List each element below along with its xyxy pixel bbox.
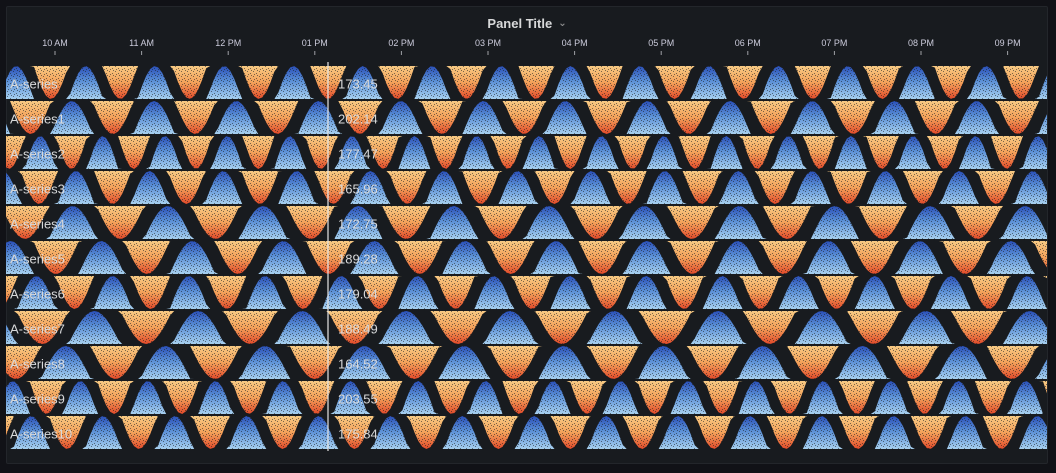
series-value: 165.96	[338, 182, 378, 197]
series-label: A-series8	[10, 357, 65, 372]
series-negative-texture	[6, 101, 1047, 134]
series-negative-texture	[6, 381, 1047, 414]
series-positive-texture	[6, 206, 1047, 239]
series-positive-texture	[6, 381, 1047, 414]
series-label: A-series10	[10, 427, 72, 442]
series-value: 202.14	[338, 112, 378, 127]
series-value: 172.75	[338, 217, 378, 232]
series-row[interactable]: A-series5 189.28	[6, 241, 1047, 274]
series-label: A-series6	[10, 287, 65, 302]
series-row[interactable]: A-series4 172.75	[6, 206, 1047, 239]
panel-header: Panel Title ⌄	[7, 11, 1047, 35]
series-positive-texture	[6, 276, 1047, 309]
series-value: 179.04	[338, 287, 378, 302]
series-negative-texture	[6, 276, 1047, 309]
series-negative-texture	[6, 346, 1047, 379]
series-row[interactable]: A-series3 165.96	[6, 171, 1047, 204]
series-negative-texture	[6, 136, 1047, 169]
series-label: A-series7	[10, 322, 65, 337]
series-row[interactable]: A-series8 164.52	[6, 346, 1047, 379]
x-tick-label: 09 PM	[995, 38, 1021, 48]
x-tick-label: 07 PM	[821, 38, 847, 48]
x-tick-label: 06 PM	[735, 38, 761, 48]
series-row[interactable]: A-series 173.45	[6, 66, 1047, 99]
x-tick-label: 02 PM	[388, 38, 414, 48]
series-negative-texture	[6, 416, 1047, 449]
series-negative-texture	[6, 241, 1047, 274]
series-positive-texture	[6, 66, 1047, 99]
series-label: A-series3	[10, 182, 65, 197]
series-positive-texture	[6, 171, 1047, 204]
series-label: A-series2	[10, 147, 65, 162]
x-tick-label: 11 AM	[129, 38, 154, 48]
series-positive-texture	[6, 136, 1047, 169]
series-value: 203.55	[338, 392, 378, 407]
series-row[interactable]: A-series2 177.47	[6, 136, 1047, 169]
x-tick-label: 05 PM	[648, 38, 674, 48]
series-negative-texture	[6, 311, 1047, 344]
series-positive-texture	[6, 416, 1047, 449]
series-negative-texture	[6, 66, 1047, 99]
x-tick-label: 12 PM	[215, 38, 241, 48]
series-negative-texture	[6, 206, 1047, 239]
x-tick-label: 04 PM	[562, 38, 588, 48]
panel-title: Panel Title	[487, 15, 553, 31]
series-label: A-series	[10, 77, 58, 92]
series-row[interactable]: A-series9 203.55	[6, 381, 1047, 414]
series-value: 175.84	[338, 427, 378, 442]
series-positive-texture	[6, 311, 1047, 344]
series-row[interactable]: A-series10 175.84	[6, 416, 1047, 449]
series-positive-texture	[6, 346, 1047, 379]
series-label: A-series1	[10, 112, 65, 127]
series-row[interactable]: A-series6 179.04	[6, 276, 1047, 309]
x-tick-label: 08 PM	[908, 38, 934, 48]
chevron-down-icon: ⌄	[558, 17, 567, 29]
series-label: A-series4	[10, 217, 65, 232]
panel-title-menu[interactable]: Panel Title ⌄	[487, 16, 566, 31]
series-row[interactable]: A-series7 188.49	[6, 311, 1047, 344]
x-tick-label: 03 PM	[475, 38, 501, 48]
series-value: 189.28	[338, 252, 378, 267]
series-negative-texture	[6, 171, 1047, 204]
series-value: 164.52	[338, 357, 378, 372]
series-value: 173.45	[338, 77, 378, 92]
series-label: A-series5	[10, 252, 65, 267]
series-row[interactable]: A-series1 202.14	[6, 101, 1047, 134]
x-tick-label: 01 PM	[302, 38, 328, 48]
x-tick-label: 10 AM	[42, 38, 68, 48]
series-value: 177.47	[338, 147, 378, 162]
series-label: A-series9	[10, 392, 65, 407]
series-value: 188.49	[338, 322, 378, 337]
series-positive-texture	[6, 241, 1047, 274]
